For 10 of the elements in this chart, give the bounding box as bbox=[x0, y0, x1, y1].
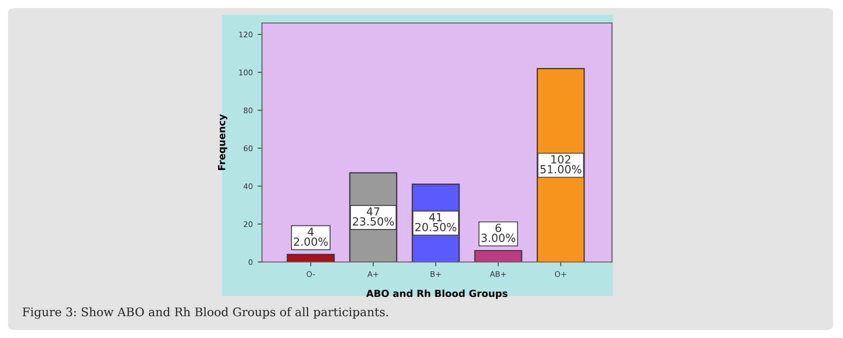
data-label: 102 51.00% bbox=[540, 155, 582, 174]
data-label: 41 20.50% bbox=[415, 213, 456, 232]
bar bbox=[474, 250, 522, 262]
x-axis-title: ABO and Rh Blood Groups bbox=[366, 290, 508, 299]
bar bbox=[286, 254, 335, 262]
data-label: 47 23.50% bbox=[352, 207, 394, 226]
y-axis-title: Frequency bbox=[218, 114, 228, 170]
data-label: 4 2.00% bbox=[294, 228, 328, 246]
data-label: 6 3.00% bbox=[481, 224, 516, 242]
caption: Figure 3: Show ABO and Rh Blood Groups of all participants. bbox=[22, 307, 388, 319]
